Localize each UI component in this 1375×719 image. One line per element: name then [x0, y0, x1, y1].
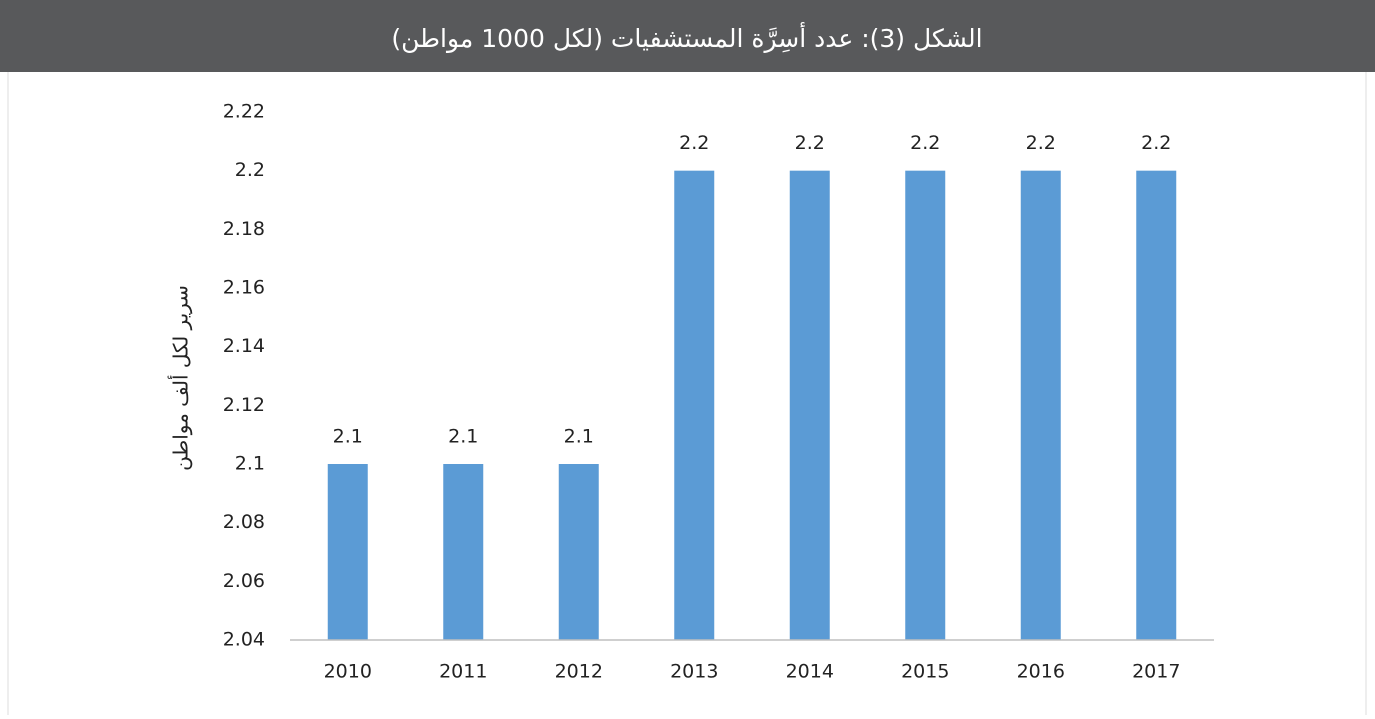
bar	[558, 464, 599, 640]
header-bar	[0, 0, 1375, 72]
y-tick-label: 2.14	[223, 335, 265, 357]
y-tick-label: 2.18	[223, 218, 265, 240]
bar	[674, 170, 715, 640]
x-tick-label: 2011	[439, 661, 487, 683]
x-tick-label: 2014	[786, 661, 834, 683]
y-tick-label: 2.12	[223, 394, 265, 416]
bar	[327, 464, 368, 640]
y-tick-label: 2.08	[223, 511, 265, 533]
data-label: 2.1	[333, 426, 363, 448]
y-axis-label: سرير لكل ألف مواطن	[168, 285, 193, 471]
data-label: 2.1	[448, 426, 478, 448]
bar	[1136, 170, 1177, 640]
x-tick-label: 2013	[670, 661, 718, 683]
data-label: 2.2	[795, 132, 825, 154]
y-tick-label: 2.06	[223, 570, 265, 592]
bar	[789, 170, 830, 640]
chart-title: الشكل (3): عدد أسِرَّة المستشفيات (لكل 1…	[391, 21, 982, 53]
y-tick-label: 2.16	[223, 277, 265, 299]
data-label: 2.2	[1026, 132, 1056, 154]
data-label: 2.2	[1141, 132, 1171, 154]
x-tick-label: 2012	[555, 661, 603, 683]
data-label: 2.2	[679, 132, 709, 154]
bar	[443, 464, 484, 640]
bar	[1020, 170, 1061, 640]
y-tick-label: 2.22	[223, 101, 265, 123]
x-tick-label: 2015	[901, 661, 949, 683]
y-tick-label: 2.04	[223, 629, 265, 651]
x-tick-label: 2017	[1132, 661, 1180, 683]
bar	[905, 170, 946, 640]
y-tick-label: 2.1	[235, 453, 265, 475]
y-tick-label: 2.2	[235, 159, 265, 181]
data-label: 2.2	[910, 132, 940, 154]
x-tick-label: 2010	[324, 661, 372, 683]
x-tick-label: 2016	[1017, 661, 1065, 683]
data-label: 2.1	[564, 426, 594, 448]
